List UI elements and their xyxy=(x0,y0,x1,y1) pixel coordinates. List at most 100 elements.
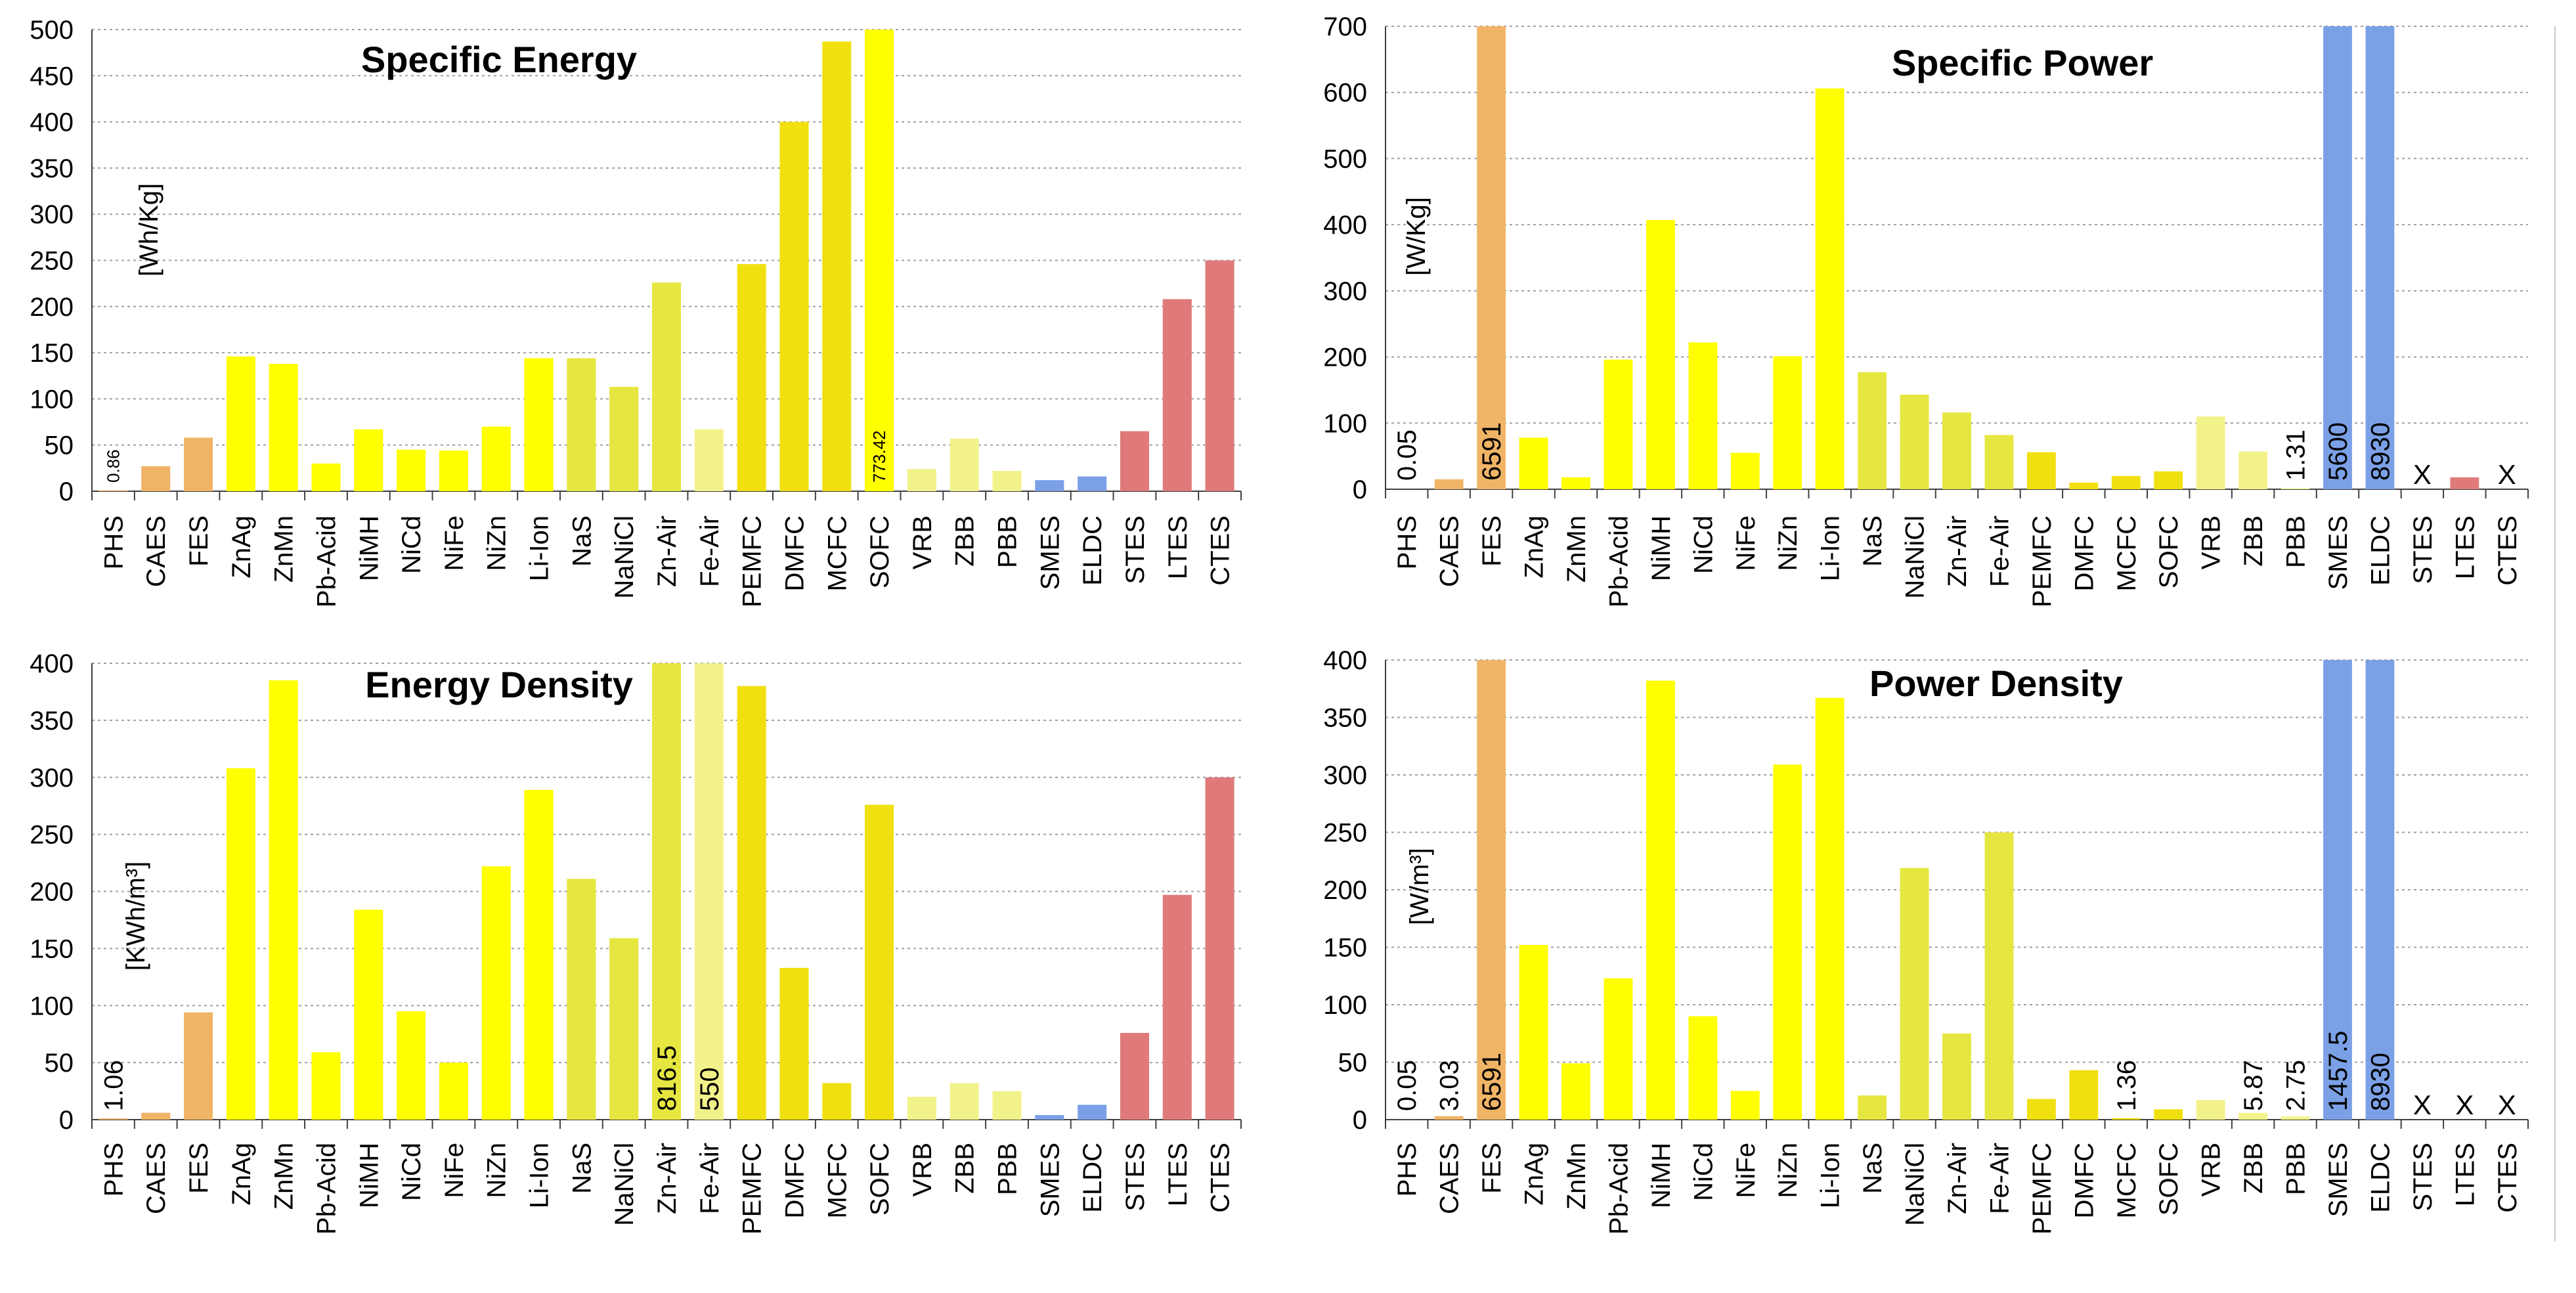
bar-fe-air xyxy=(1985,435,2014,489)
x-tick-label: Zn-Air xyxy=(653,1143,682,1214)
x-tick-label: ZnAg xyxy=(1520,515,1549,579)
bar-zn-air xyxy=(652,282,681,491)
x-tick-label: Fe-Air xyxy=(1985,1143,2014,1214)
bar-pb-acid xyxy=(311,464,340,491)
y-tick-label: 350 xyxy=(30,707,74,735)
x-tick-label: Li-Ion xyxy=(1816,1143,1845,1208)
x-tick-label: NaS xyxy=(1858,515,1887,567)
x-tick-label: NaS xyxy=(567,515,596,567)
x-tick-label: ZnAg xyxy=(227,1143,256,1206)
bar-zn-air xyxy=(1942,412,1971,489)
y-axis-label: [W/Kg] xyxy=(1402,197,1431,276)
bar-nimh xyxy=(354,909,383,1120)
value-label: 1.31 xyxy=(2282,429,2311,481)
x-tick-label: ZnMn xyxy=(1562,515,1591,582)
bar-znag xyxy=(227,357,255,491)
x-tick-label: SMES xyxy=(1036,515,1064,590)
bar-nanicl xyxy=(609,387,638,491)
x-tick-label: PEMFC xyxy=(738,515,767,607)
x-tick-label: STES xyxy=(2409,515,2437,584)
bar-smes xyxy=(2323,26,2352,489)
x-tick-label: Li-Ion xyxy=(1816,515,1845,581)
bar-eldc xyxy=(2366,26,2395,489)
x-tick-label: SOFC xyxy=(2154,1143,2183,1216)
bar-ltes xyxy=(1163,299,1192,491)
bar-sofc xyxy=(2154,471,2183,489)
value-label: 0.05 xyxy=(1393,1060,1422,1111)
y-tick-label: 700 xyxy=(1323,13,1367,41)
x-tick-label: SMES xyxy=(2324,515,2353,590)
x-tick-label: NiZn xyxy=(483,515,512,571)
bar-nife xyxy=(1731,1091,1760,1120)
x-tick-label: STES xyxy=(2409,1143,2437,1211)
y-tick-label: 100 xyxy=(1323,409,1367,438)
value-label: 1457.5 xyxy=(2324,1031,2353,1111)
bar-stes xyxy=(1120,431,1149,491)
y-tick-label: 200 xyxy=(1323,876,1367,905)
value-label: 8930 xyxy=(2366,422,2395,481)
y-tick-label: 100 xyxy=(30,992,74,1020)
bar-nife xyxy=(439,1063,468,1120)
bar-fes xyxy=(1477,660,1506,1120)
x-tick-label: MCFC xyxy=(2112,1143,2141,1219)
value-label: 816.5 xyxy=(653,1045,682,1111)
y-tick-label: 200 xyxy=(1323,343,1367,372)
y-tick-label: 400 xyxy=(1323,211,1367,240)
x-tick-label: NiZn xyxy=(1774,515,1802,571)
bar-li-ion xyxy=(525,790,554,1120)
x-tick-label: LTES xyxy=(1164,515,1192,579)
bar-fe-air xyxy=(695,429,724,491)
y-tick-label: 200 xyxy=(30,293,74,322)
y-tick-label: 250 xyxy=(30,821,74,850)
bar-dmfc xyxy=(2069,1070,2098,1120)
bar-nicd xyxy=(1688,1017,1717,1120)
y-tick-label: 50 xyxy=(1338,1049,1368,1078)
x-tick-label: Fe-Air xyxy=(695,1143,724,1214)
x-tick-label: PBB xyxy=(2282,515,2311,568)
bar-ltes xyxy=(2450,477,2479,489)
x-tick-label: NiZn xyxy=(1774,1143,1802,1198)
x-tick-label: FES xyxy=(1477,515,1506,567)
x-tick-label: VRB xyxy=(2197,515,2226,569)
bar-znag xyxy=(1519,945,1548,1120)
bar-dmfc xyxy=(779,968,808,1120)
x-tick-label: PBB xyxy=(2282,1143,2311,1195)
x-tick-label: VRB xyxy=(908,515,937,569)
x-tick-label: ZBB xyxy=(951,1143,980,1194)
value-label: 1.06 xyxy=(99,1060,128,1111)
na-mark: X xyxy=(2413,459,2432,490)
bar-znmn xyxy=(1561,1063,1590,1120)
x-tick-label: NiMH xyxy=(1647,1143,1676,1208)
x-tick-label: PHS xyxy=(99,515,128,569)
bar-znmn xyxy=(269,680,298,1120)
x-tick-label: Zn-Air xyxy=(1943,515,1972,587)
bar-stes xyxy=(1120,1033,1149,1120)
value-label: 6591 xyxy=(1477,422,1506,481)
na-mark: X xyxy=(2498,459,2516,490)
x-tick-label: LTES xyxy=(2451,1143,2479,1206)
y-axis-label: [W/m³] xyxy=(1405,848,1434,925)
y-tick-label: 250 xyxy=(1323,819,1367,848)
bar-pemfc xyxy=(737,686,766,1120)
x-tick-label: ZnAg xyxy=(227,515,256,579)
x-tick-label: Zn-Air xyxy=(653,515,682,587)
bar-nicd xyxy=(397,450,426,491)
x-tick-label: NiZn xyxy=(483,1143,512,1198)
x-tick-label: VRB xyxy=(2197,1143,2226,1196)
bar-pb-acid xyxy=(1604,978,1633,1120)
x-tick-label: SMES xyxy=(1036,1143,1064,1217)
x-tick-label: NiCd xyxy=(397,1143,426,1201)
x-tick-label: Zn-Air xyxy=(1943,1143,1972,1214)
bar-zbb xyxy=(950,1083,979,1120)
y-tick-label: 350 xyxy=(30,154,74,183)
value-label: 0.05 xyxy=(1393,429,1422,481)
x-tick-label: Pb-Acid xyxy=(312,515,341,607)
y-tick-label: 300 xyxy=(1323,761,1367,790)
y-tick-label: 0 xyxy=(1353,475,1367,504)
y-tick-label: 150 xyxy=(30,934,74,963)
y-tick-label: 0 xyxy=(59,1106,74,1135)
